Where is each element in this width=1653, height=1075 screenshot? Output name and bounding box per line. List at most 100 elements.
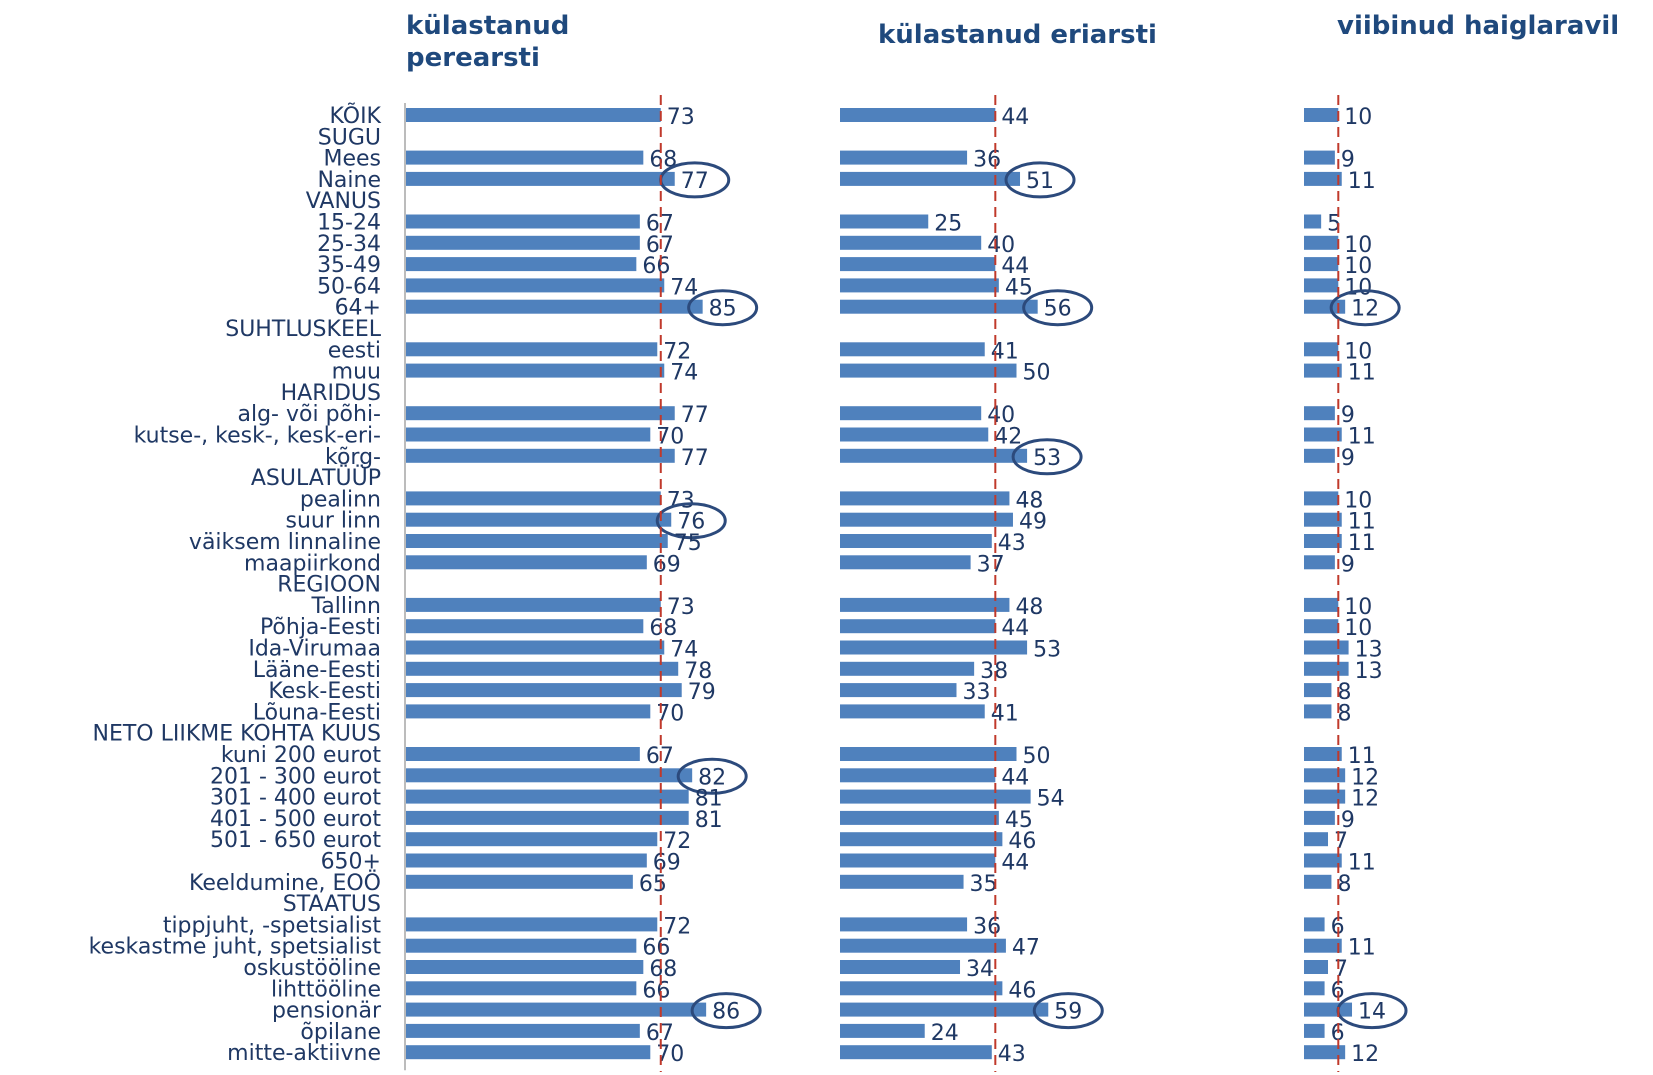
category-label: kõrg- (325, 445, 381, 470)
category-label: pensionär (272, 999, 382, 1024)
bar (840, 1045, 992, 1060)
data-label: 43 (998, 1042, 1026, 1067)
bar (1304, 981, 1325, 996)
bar (406, 853, 647, 868)
bar (406, 619, 644, 634)
data-label: 44 (1001, 254, 1029, 279)
category-label: VANUS (306, 189, 381, 214)
category-label: oskustööline (243, 956, 381, 981)
data-label: 53 (1033, 638, 1061, 663)
data-label: 77 (681, 403, 709, 428)
data-label: 9 (1341, 446, 1355, 471)
category-label: 64+ (335, 296, 381, 321)
data-label: 72 (663, 339, 691, 364)
bar (1304, 363, 1342, 378)
data-label: 9 (1341, 808, 1355, 833)
data-label: 10 (1344, 488, 1372, 513)
data-label: 72 (663, 914, 691, 939)
bar (406, 257, 637, 272)
bar (840, 534, 992, 548)
bar (406, 512, 672, 527)
highlight-circle (1329, 289, 1401, 327)
bar (840, 299, 1038, 314)
bar (406, 150, 644, 165)
bar (840, 108, 996, 122)
bar (406, 108, 661, 122)
bar (1304, 150, 1335, 165)
bar (1304, 299, 1346, 314)
panel-title-eriarst: külastanud eriarsti (878, 20, 1157, 50)
highlight-circle (690, 992, 762, 1030)
data-label: 7 (1334, 829, 1348, 854)
bar (840, 619, 996, 634)
highlight-circle (687, 289, 759, 327)
bar (406, 874, 633, 889)
bar (840, 704, 985, 719)
bar (1304, 619, 1339, 634)
bar (840, 938, 1006, 953)
category-label: keskastme juht, spetsialist (89, 935, 382, 960)
category-label: Põhja-Eesti (260, 615, 381, 640)
data-label: 14 (1358, 1000, 1386, 1025)
panel-title-haiglaravi: viibinud haiglaravil (1337, 11, 1620, 41)
data-label: 10 (1344, 339, 1372, 364)
bar (840, 278, 999, 293)
category-label: õpilane (300, 1020, 381, 1045)
category-label: ASULATÜÜP (251, 465, 381, 491)
data-label: 8 (1337, 872, 1351, 897)
data-label: 73 (667, 105, 695, 130)
bar (406, 491, 661, 506)
data-label: 79 (688, 680, 716, 705)
bar (406, 938, 637, 953)
series-panel-3: 1091151010101210119119101111910101313881… (1304, 95, 1408, 1072)
data-label: 6 (1331, 978, 1345, 1003)
category-label: alg- või põhi- (238, 402, 382, 427)
bar (406, 683, 682, 698)
bar (840, 427, 989, 442)
category-label: 501 - 650 eurot (210, 828, 381, 853)
bar (1304, 789, 1346, 804)
bar (1304, 491, 1339, 506)
bar (1304, 534, 1342, 548)
category-label: eesti (328, 338, 381, 363)
bar (406, 981, 637, 996)
bar (840, 917, 968, 932)
bar (840, 832, 1003, 847)
category-label: SUHTLUSKEEL (225, 317, 382, 342)
bar (406, 1002, 707, 1017)
bar (840, 810, 999, 825)
bar (840, 960, 961, 974)
data-label: 11 (1348, 531, 1376, 556)
data-label: 76 (677, 510, 705, 535)
category-label: kutse-, kesk-, kesk-eri- (134, 424, 381, 449)
highlight-circle (676, 757, 748, 795)
bar (406, 171, 675, 186)
bar (840, 768, 996, 783)
data-label: 9 (1341, 148, 1355, 173)
bar (1304, 214, 1322, 229)
data-label: 86 (712, 1000, 740, 1025)
category-label: kuni 200 eurot (221, 743, 382, 768)
data-label: 66 (642, 254, 670, 279)
data-label: 12 (1351, 297, 1379, 322)
category-label: SUGU (318, 125, 381, 150)
data-label: 49 (1019, 510, 1047, 535)
bar (406, 235, 640, 250)
data-label: 10 (1344, 254, 1372, 279)
data-label: 48 (1015, 488, 1043, 513)
bar (1304, 342, 1339, 357)
data-label: 36 (973, 148, 1001, 173)
data-label: 44 (1001, 765, 1029, 790)
bar (840, 640, 1028, 655)
bar (840, 342, 985, 357)
bar (1304, 661, 1349, 676)
category-label: 301 - 400 eurot (210, 786, 381, 811)
data-label: 82 (698, 765, 726, 790)
data-label: 59 (1054, 1000, 1082, 1025)
bar (840, 683, 957, 698)
bar (406, 406, 675, 421)
data-label: 47 (1012, 936, 1040, 961)
data-label: 44 (1001, 851, 1029, 876)
